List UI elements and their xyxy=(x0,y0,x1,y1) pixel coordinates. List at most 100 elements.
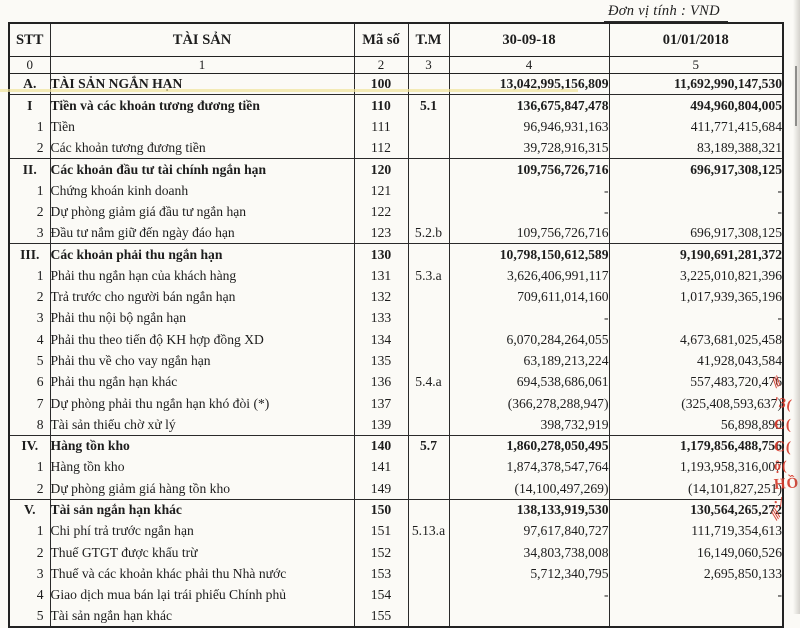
cell-v1: (14,100,497,269) xyxy=(448,478,609,500)
cell-stt: 5 xyxy=(8,350,50,372)
cell-v2: 696,917,308,125 xyxy=(608,158,783,180)
index-cell: 2 xyxy=(353,56,408,74)
cell-label: TÀI SẢN NGẮN HẠN xyxy=(49,72,354,95)
cell-v1: 138,133,919,530 xyxy=(448,498,609,521)
cell-v2: 56,898,899 xyxy=(608,414,783,436)
table-row: 2 Thuế GTGT được khấu trừ 152 34,803,738,00… xyxy=(8,542,783,564)
cell-v1: 96,946,931,163 xyxy=(448,116,609,138)
cell-note: 5.7 xyxy=(407,435,449,457)
cell-v1: 63,189,213,224 xyxy=(448,350,609,372)
cell-code: 120 xyxy=(353,158,408,180)
cell-v2: - xyxy=(608,307,783,330)
cell-note xyxy=(407,329,449,351)
cell-stt: 1 xyxy=(8,456,50,479)
table-row: A. TÀI SẢN NGẮN HẠN 100 13,042,995,156,809 1… xyxy=(8,72,783,95)
cell-label: Dự phòng phải thu ngắn hạn khó đòi (*) xyxy=(49,392,354,415)
cell-v1: 10,798,150,612,589 xyxy=(448,243,609,266)
cell-label: Đầu tư nắm giữ đến ngày đáo hạn xyxy=(49,222,354,244)
cell-v2: 557,483,720,476 xyxy=(608,371,783,393)
cell-v2: 9,190,691,281,372 xyxy=(608,243,783,266)
cell-v2: 3,225,010,821,396 xyxy=(608,265,783,287)
table-row: 3 Thuế và các khoản khác phải thu Nhà nướ… xyxy=(8,563,783,585)
cell-note: 5.3.a xyxy=(407,265,449,287)
cell-code: 131 xyxy=(353,265,408,287)
cell-v1: 694,538,686,061 xyxy=(448,371,609,393)
cell-v1: - xyxy=(448,584,609,606)
cell-label: Các khoản đầu tư tài chính ngắn hạn xyxy=(49,158,354,180)
cell-note xyxy=(407,498,449,521)
index-cell: 0 xyxy=(8,56,50,74)
header-code: Mã số xyxy=(353,23,408,57)
cell-v2: 4,673,681,025,458 xyxy=(608,329,783,351)
cell-label: Hàng tồn kho xyxy=(49,435,354,457)
cell-note xyxy=(407,286,449,308)
table-row: 1 Phải thu ngắn hạn của khách hàng 131 5.3.… xyxy=(8,265,783,287)
table-row: III. Các khoản phải thu ngắn hạn 130 10,798… xyxy=(8,243,783,266)
cell-v1: 1,874,378,547,764 xyxy=(448,456,609,479)
cell-note xyxy=(407,392,449,415)
cell-v1: 709,611,014,160 xyxy=(448,286,609,308)
cell-note xyxy=(407,179,449,202)
cell-label: Chi phí trả trước ngắn hạn xyxy=(49,520,354,543)
table-row: V. Tài sản ngắn hạn khác 150 138,133,919,53… xyxy=(8,498,783,521)
table-header: STT TÀI SẢN Mã số T.M 30-09-18 01/01/201… xyxy=(8,23,783,74)
cell-stt: 1 xyxy=(8,116,50,138)
column-index-row: 0 1 2 3 4 5 xyxy=(8,56,783,74)
cell-note: 5.2.b xyxy=(407,222,449,244)
cell-code: 140 xyxy=(353,435,408,457)
cell-v2 xyxy=(608,605,783,628)
cell-stt: 2 xyxy=(8,286,50,308)
cell-note xyxy=(407,307,449,330)
index-cell: 1 xyxy=(49,56,354,74)
cell-stt: I xyxy=(8,94,50,117)
cell-label: Tài sản ngắn hạn khác xyxy=(49,498,354,521)
cell-stt: II. xyxy=(8,158,50,180)
cell-v1: 3,626,406,991,117 xyxy=(448,265,609,287)
cell-code: 137 xyxy=(353,392,408,415)
cell-v2: - xyxy=(608,201,783,223)
cell-code: 100 xyxy=(353,72,408,95)
cell-v2: 2,695,850,133 xyxy=(608,563,783,585)
cell-stt: 2 xyxy=(8,542,50,564)
cell-stt: 4 xyxy=(8,329,50,351)
table-row: 1 Hàng tồn kho 141 1,874,378,547,764 1,193,9… xyxy=(8,456,783,479)
cell-note xyxy=(407,350,449,372)
index-cell: 5 xyxy=(608,56,783,74)
table-row: I Tiền và các khoản tương đương tiền 110 5.… xyxy=(8,94,783,117)
header-asset: TÀI SẢN xyxy=(49,23,354,57)
cell-stt: V. xyxy=(8,498,50,521)
cell-label: Phải thu nội bộ ngắn hạn xyxy=(49,307,354,330)
index-cell: 4 xyxy=(448,56,609,74)
cell-code: 139 xyxy=(353,414,408,436)
cell-note xyxy=(407,605,449,628)
cell-code: 135 xyxy=(353,350,408,372)
unit-of-measure-label: Đơn vị tính : VND xyxy=(604,3,728,22)
scan-edge-shadow xyxy=(793,0,800,614)
cell-code: 132 xyxy=(353,286,408,308)
cell-stt: 3 xyxy=(8,222,50,244)
cell-label: Phải thu ngắn hạn của khách hàng xyxy=(49,265,354,287)
cell-stt: III. xyxy=(8,243,50,266)
cell-note xyxy=(407,456,449,479)
table-row: 8 Tài sản thiếu chờ xử lý 139 398,732,919 56… xyxy=(8,414,783,436)
cell-stt: IV. xyxy=(8,435,50,457)
cell-note xyxy=(407,158,449,180)
cell-label: Giao dịch mua bán lại trái phiếu Chính p… xyxy=(49,584,354,606)
cell-v1: 34,803,738,008 xyxy=(448,542,609,564)
cell-stt: 4 xyxy=(8,584,50,606)
cell-label: Chứng khoán kinh doanh xyxy=(49,179,354,202)
table-row: 1 Chi phí trả trước ngắn hạn 151 5.13.a 97,6… xyxy=(8,520,783,543)
cell-v1: (366,278,288,947) xyxy=(448,392,609,415)
cell-v1: 6,070,284,264,055 xyxy=(448,329,609,351)
cell-v2: 41,928,043,584 xyxy=(608,350,783,372)
cell-v1: 13,042,995,156,809 xyxy=(448,72,609,95)
index-cell: 3 xyxy=(407,56,449,74)
cell-stt: 1 xyxy=(8,179,50,202)
cell-stt: 2 xyxy=(8,478,50,500)
header-begin-period: 01/01/2018 xyxy=(608,23,783,57)
cell-code: 136 xyxy=(353,371,408,393)
cell-stt: 1 xyxy=(8,520,50,543)
asset-table-body: A. TÀI SẢN NGẮN HẠN 100 13,042,995,156,809 1… xyxy=(8,72,783,628)
table-row: 7 Dự phòng phải thu ngắn hạn khó đòi (*) 1… xyxy=(8,392,783,415)
